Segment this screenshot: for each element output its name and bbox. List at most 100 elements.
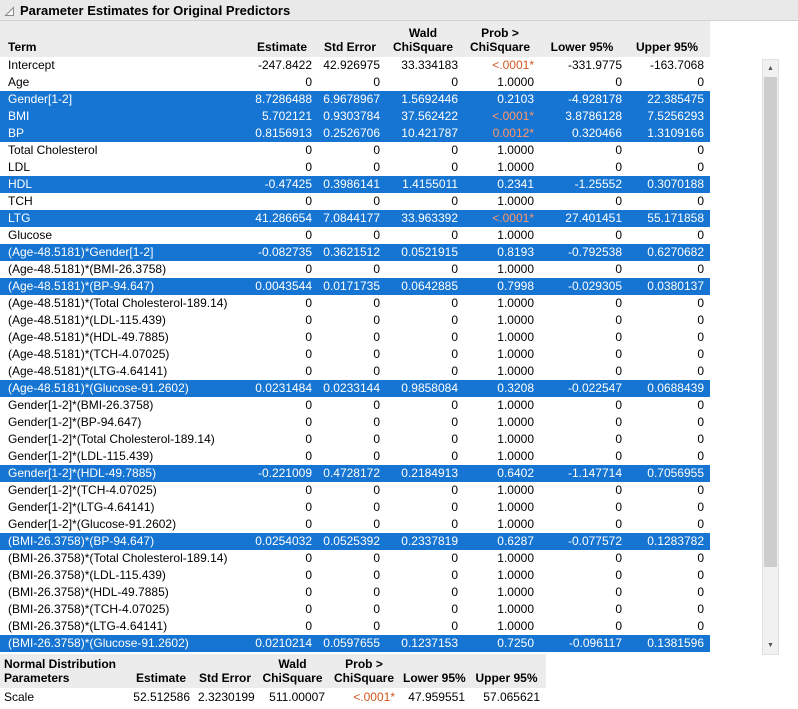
table-row[interactable]: BP 0.8156913 0.2526706 10.421787 0.0012* 0.32… <box>0 125 710 142</box>
table-row[interactable]: Gender[1-2]*(Glucose-91.2602) 0 0 0 1.0000 0 0 <box>0 516 710 533</box>
cell-wald-chisquare: 511.00007 <box>269 690 325 704</box>
table-row[interactable]: HDL -0.47425 0.3986141 1.4155011 0.2341 -1.25… <box>0 176 710 193</box>
cell-upper-95: 0.6270682 <box>647 245 704 259</box>
cell-lower-95: 0 <box>615 483 622 497</box>
table-row[interactable]: Gender[1-2]*(BP-94.647) 0 0 0 1.0000 0 0 <box>0 414 710 431</box>
cell-upper-95: -163.7068 <box>649 58 704 72</box>
cell-wald-chisquare: 0 <box>451 415 458 429</box>
significant-p-value: <.0001* <box>353 690 395 704</box>
cell-wald-chisquare: 0 <box>451 160 458 174</box>
cell-estimate: 0 <box>305 483 312 497</box>
cell-term: BMI <box>8 109 30 123</box>
table-row[interactable]: Total Cholesterol 0 0 0 1.0000 0 0 <box>0 142 710 159</box>
table-row[interactable]: Gender[1-2]*(LDL-115.439) 0 0 0 1.0000 0 0 <box>0 448 710 465</box>
table-row[interactable]: LTG 41.286654 7.0844177 33.963392 <.0001* 27.… <box>0 210 710 227</box>
table-row[interactable]: TCH 0 0 0 1.0000 0 0 <box>0 193 710 210</box>
cell-term: (BMI-26.3758)*(LDL-115.439) <box>8 568 166 582</box>
cell-term: Scale <box>4 690 35 704</box>
table-row[interactable]: (BMI-26.3758)*(BP-94.647) 0.0254032 0.0525… <box>0 533 710 550</box>
table-row[interactable]: Gender[1-2]*(Total Cholesterol-189.14) 0 0… <box>0 431 710 448</box>
cell-std-error: 0 <box>373 551 380 565</box>
table-row[interactable]: Gender[1-2]*(TCH-4.07025) 0 0 0 1.0000 0 0 <box>0 482 710 499</box>
table-row[interactable]: (BMI-26.3758)*(Glucose-91.2602) 0.0210214… <box>0 635 710 652</box>
cell-wald-chisquare: 0 <box>451 313 458 327</box>
cell-wald-chisquare: 0.0521915 <box>401 245 458 259</box>
cell-lower-95: 0 <box>615 364 622 378</box>
cell-wald-chisquare: 0.0642885 <box>401 279 458 293</box>
table-row[interactable]: (BMI-26.3758)*(LDL-115.439) 0 0 0 1.0000 0 0 <box>0 567 710 584</box>
column-header-lower-95: Lower 95% <box>540 21 628 57</box>
cell-term: (Age-48.5181)*(BMI-26.3758) <box>8 262 167 276</box>
table-row[interactable]: Gender[1-2] 8.7286488 6.9678967 1.5692446 0.… <box>0 91 710 108</box>
cell-lower-95: 0 <box>615 313 622 327</box>
cell-prob-chisquare: 1.0000 <box>497 364 534 378</box>
cell-estimate: 0 <box>305 143 312 157</box>
table-row[interactable]: Gender[1-2]*(LTG-4.64141) 0 0 0 1.0000 0 0 <box>0 499 710 516</box>
column-header-term: Term <box>0 21 250 57</box>
cell-prob-chisquare: 0.2341 <box>497 177 534 191</box>
table-row[interactable]: Glucose 0 0 0 1.0000 0 0 <box>0 227 710 244</box>
cell-lower-95: -0.022547 <box>567 381 622 395</box>
cell-wald-chisquare: 0 <box>451 228 458 242</box>
cell-wald-chisquare: 0 <box>451 483 458 497</box>
cell-lower-95: 0 <box>615 415 622 429</box>
table-row[interactable]: (Age-48.5181)*(BP-94.647) 0.0043544 0.0171… <box>0 278 710 295</box>
cell-estimate: 0 <box>305 347 312 361</box>
cell-upper-95: 0.1283782 <box>647 534 704 548</box>
cell-prob-chisquare: 1.0000 <box>497 568 534 582</box>
cell-std-error: 0 <box>373 432 380 446</box>
scroll-down-button[interactable]: ▼ <box>763 637 778 654</box>
table-row[interactable]: Gender[1-2]*(HDL-49.7885) -0.221009 0.4728… <box>0 465 710 482</box>
table-row[interactable]: (Age-48.5181)*(LDL-115.439) 0 0 0 1.0000 0 0 <box>0 312 710 329</box>
cell-lower-95: 0 <box>615 75 622 89</box>
table-row[interactable]: (Age-48.5181)*(Total Cholesterol-189.14)… <box>0 295 710 312</box>
table-row[interactable]: (Age-48.5181)*Gender[1-2] -0.082735 0.3621… <box>0 244 710 261</box>
table-row[interactable]: Intercept -247.8422 42.926975 33.334183 <.00… <box>0 57 710 74</box>
cell-wald-chisquare: 0 <box>451 619 458 633</box>
cell-wald-chisquare: 10.421787 <box>401 126 458 140</box>
table-row[interactable]: Gender[1-2]*(BMI-26.3758) 0 0 0 1.0000 0 0 <box>0 397 710 414</box>
table-row[interactable]: (BMI-26.3758)*(TCH-4.07025) 0 0 0 1.0000 0 0 <box>0 601 710 618</box>
cell-wald-chisquare: 0 <box>451 432 458 446</box>
column-header-estimate: Estimate <box>130 654 196 688</box>
cell-estimate: 41.286654 <box>255 211 312 225</box>
cell-std-error: 0 <box>373 143 380 157</box>
cell-wald-chisquare: 0 <box>451 449 458 463</box>
cell-upper-95: 0 <box>697 449 704 463</box>
cell-std-error: 0 <box>373 449 380 463</box>
cell-estimate: 0 <box>305 296 312 310</box>
table-row[interactable]: Scale 52.512586 2.3230199 511.00007 <.0001* 4… <box>0 688 546 706</box>
cell-upper-95: 0 <box>697 262 704 276</box>
cell-prob-chisquare: 1.0000 <box>497 330 534 344</box>
cell-prob-chisquare: 1.0000 <box>497 228 534 242</box>
table-header-row: Term Estimate Std Error Wald ChiSquare Prob >… <box>0 21 710 57</box>
table-row[interactable]: BMI 5.702121 0.9303784 37.562422 <.0001* 3.87… <box>0 108 710 125</box>
scrollbar-thumb[interactable] <box>764 77 777 567</box>
table-row[interactable]: (BMI-26.3758)*(LTG-4.64141) 0 0 0 1.0000 0 0 <box>0 618 710 635</box>
cell-upper-95: 55.171858 <box>647 211 704 225</box>
cell-lower-95: 0 <box>615 398 622 412</box>
cell-term: HDL <box>8 177 33 191</box>
cell-std-error: 0 <box>373 500 380 514</box>
column-header-std-error: Std Error <box>318 21 386 57</box>
table-row[interactable]: (Age-48.5181)*(BMI-26.3758) 0 0 0 1.0000 0 0 <box>0 261 710 278</box>
table-row[interactable]: (BMI-26.3758)*(Total Cholesterol-189.14)… <box>0 550 710 567</box>
table-row[interactable]: (Age-48.5181)*(TCH-4.07025) 0 0 0 1.0000 0 0 <box>0 346 710 363</box>
table-row[interactable]: (BMI-26.3758)*(HDL-49.7885) 0 0 0 1.0000 0 0 <box>0 584 710 601</box>
cell-std-error: 0 <box>373 585 380 599</box>
scroll-up-button[interactable]: ▲ <box>763 60 778 77</box>
column-header-prob-chisquare: Prob > ChiSquare <box>331 654 401 688</box>
column-header-std-error: Std Error <box>196 654 258 688</box>
vertical-scrollbar[interactable]: ▲ ▼ <box>762 59 779 655</box>
table-row[interactable]: (Age-48.5181)*(HDL-49.7885) 0 0 0 1.0000 0 0 <box>0 329 710 346</box>
cell-term: Glucose <box>8 228 53 242</box>
disclosure-triangle-icon[interactable] <box>4 5 15 16</box>
table-row[interactable]: LDL 0 0 0 1.0000 0 0 <box>0 159 710 176</box>
cell-prob-chisquare: 1.0000 <box>497 347 534 361</box>
table-row[interactable]: (Age-48.5181)*(LTG-4.64141) 0 0 0 1.0000 0 0 <box>0 363 710 380</box>
cell-lower-95: -0.029305 <box>567 279 622 293</box>
cell-lower-95: 0 <box>615 619 622 633</box>
cell-lower-95: 0 <box>615 330 622 344</box>
table-row[interactable]: Age 0 0 0 1.0000 0 0 <box>0 74 710 91</box>
table-row[interactable]: (Age-48.5181)*(Glucose-91.2602) 0.0231484… <box>0 380 710 397</box>
